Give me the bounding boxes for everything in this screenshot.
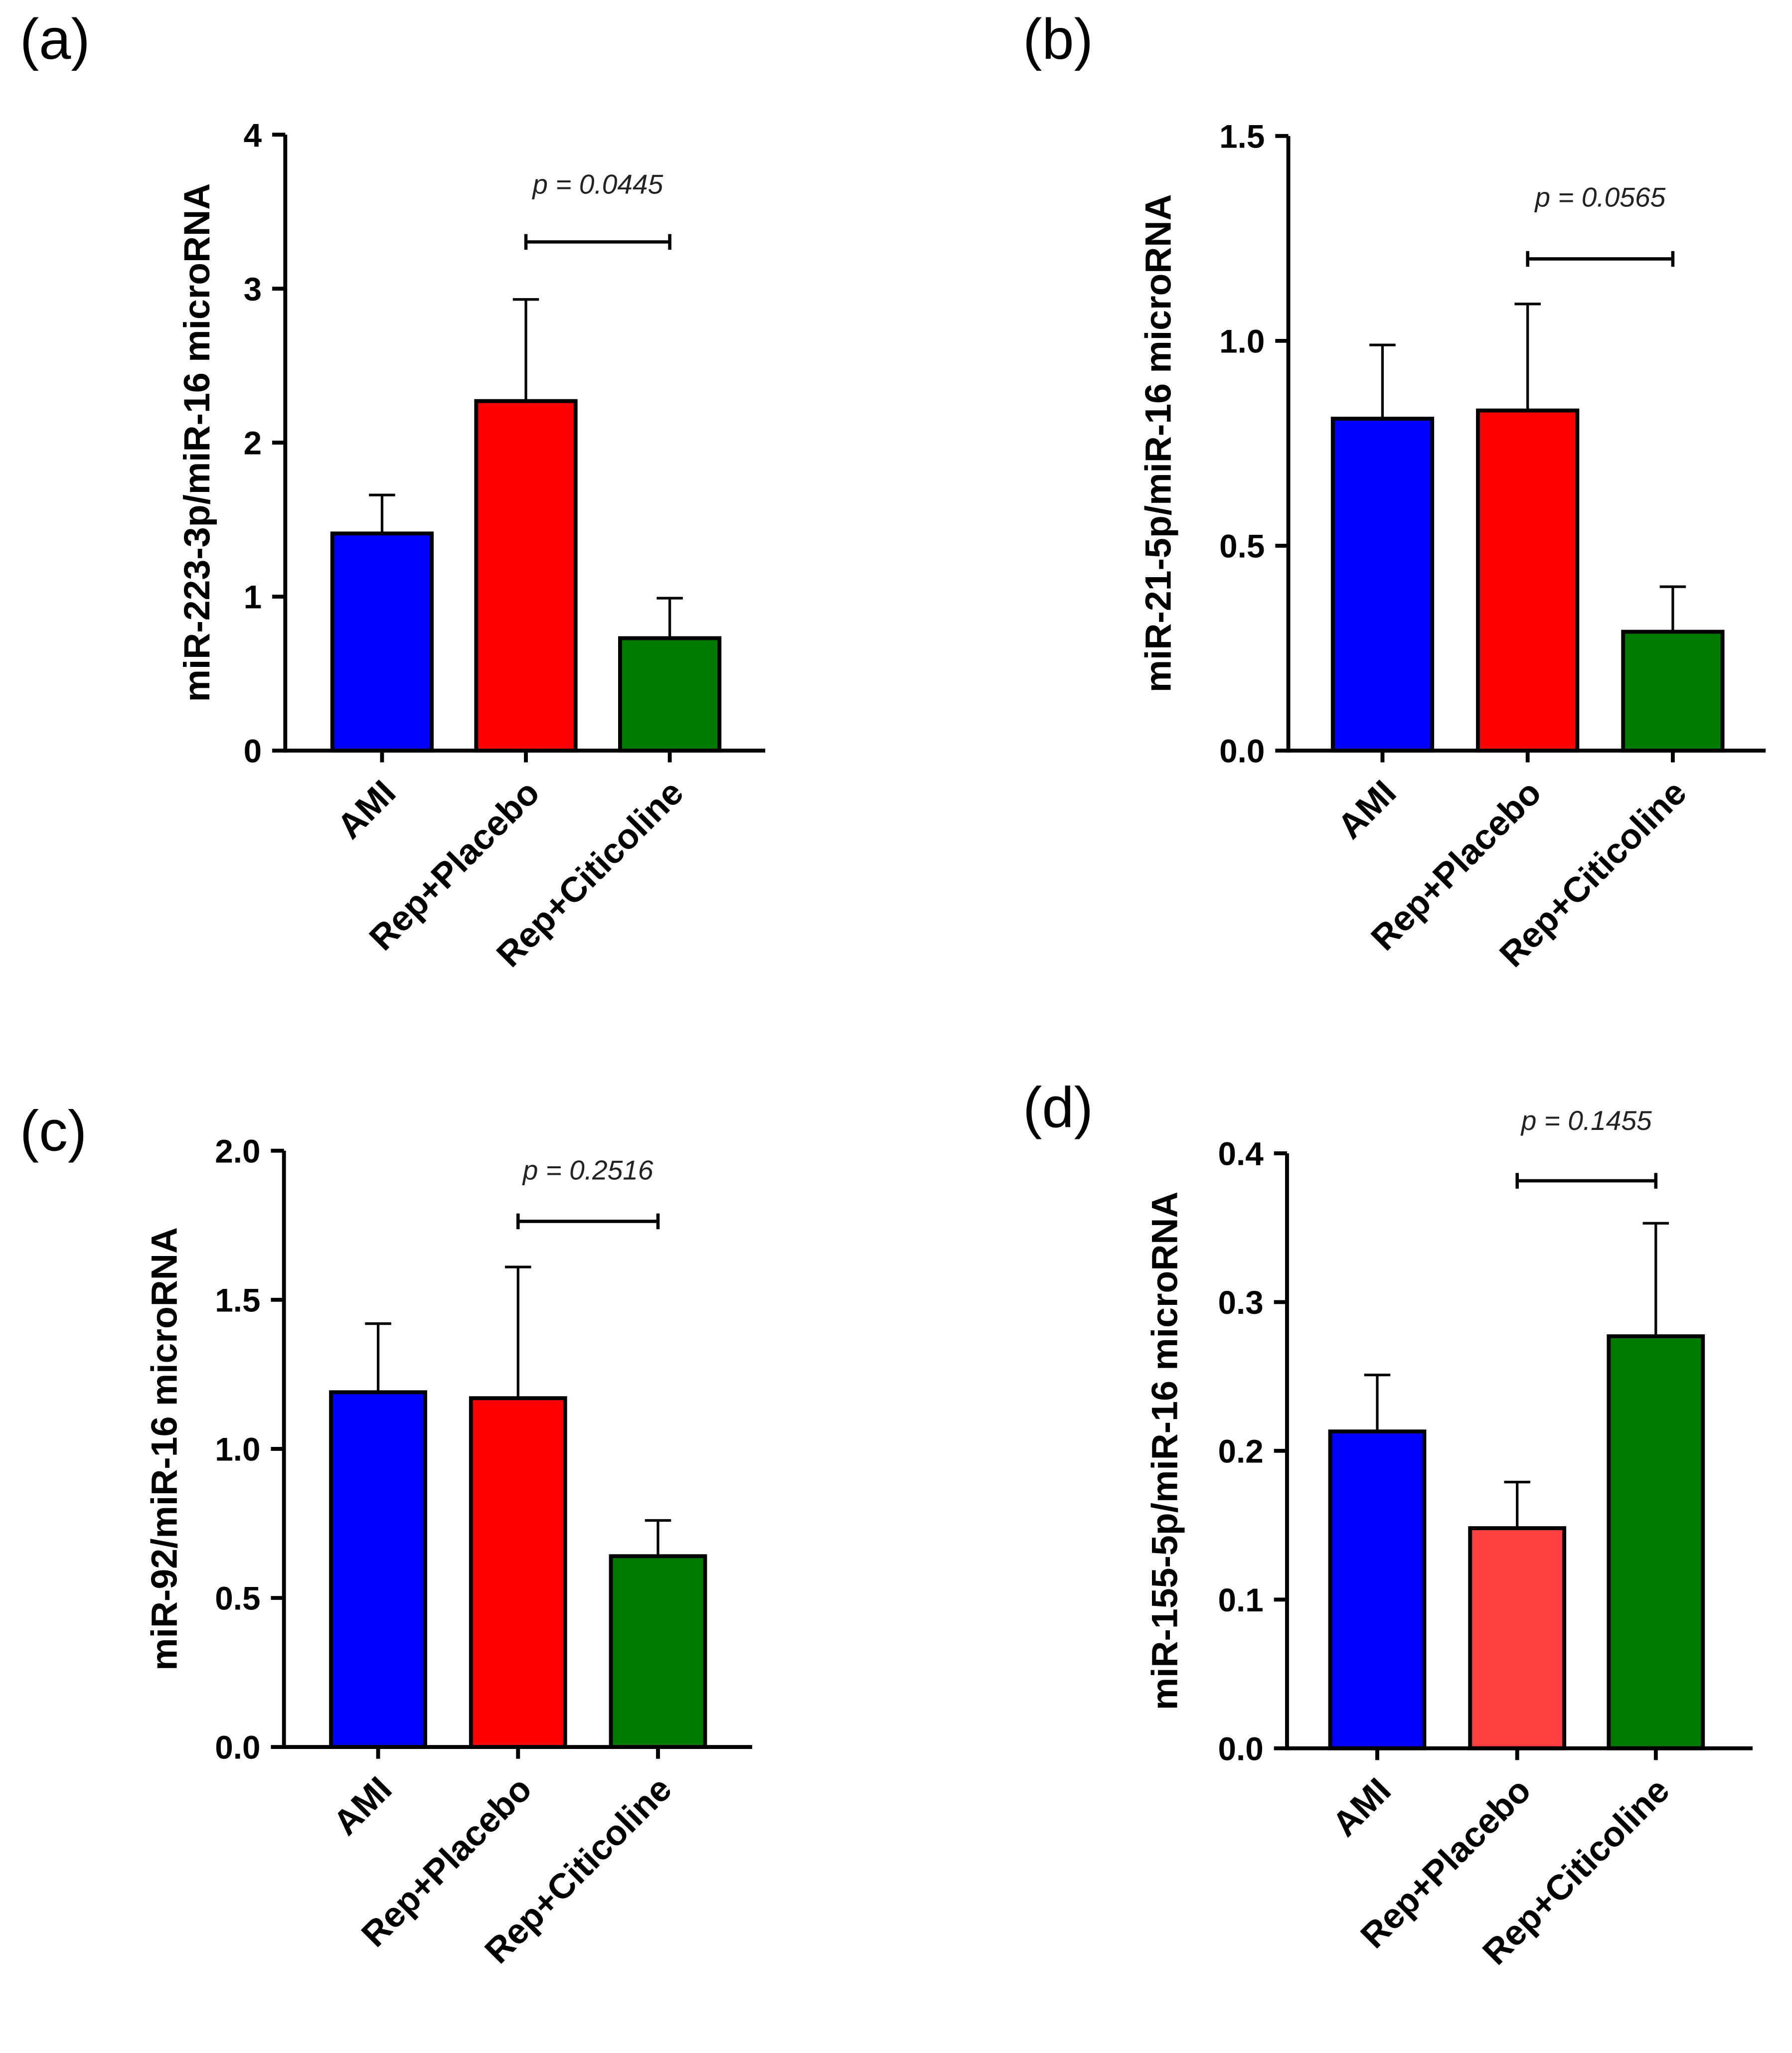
bar-rep-citicoline <box>609 1554 707 1749</box>
y-tick-label: 1.0 <box>1219 323 1265 359</box>
y-tick-label: 2.0 <box>215 1133 260 1169</box>
panel-label: (c) <box>20 1100 87 1163</box>
y-tick-label: 2 <box>244 425 262 462</box>
p-value-label: p = 0.0565 <box>1534 182 1665 213</box>
bar-rep-placebo <box>1476 408 1580 753</box>
bar-rep-placebo <box>1468 1526 1567 1750</box>
y-tick-label: 3 <box>244 271 262 308</box>
y-tick-label: 0.0 <box>1219 733 1265 770</box>
bar-ami <box>1328 1429 1427 1750</box>
y-tick-label: 0.0 <box>1218 1731 1264 1767</box>
panel-label: (d) <box>1023 1076 1093 1140</box>
y-axis-label: miR-21-5p/miR-16 microRNA <box>1138 194 1178 692</box>
panel-label: (b) <box>1023 7 1093 71</box>
p-value-label: p = 0.1455 <box>1520 1105 1652 1136</box>
bar-ami <box>330 531 434 753</box>
y-tick-label: 0 <box>244 733 262 770</box>
bar-rep-citicoline <box>1607 1334 1705 1750</box>
y-tick-label: 0.1 <box>1218 1582 1264 1618</box>
bar-ami <box>329 1390 427 1749</box>
y-tick-label: 1.5 <box>1219 118 1265 155</box>
y-tick-label: 0.5 <box>1219 528 1265 565</box>
y-tick-label: 4 <box>244 117 262 154</box>
bar-rep-citicoline <box>618 636 722 753</box>
y-axis-label: miR-155-5p/miR-16 microRNA <box>1144 1192 1185 1711</box>
x-tick-label: AMI <box>1330 773 1404 847</box>
y-tick-label: 0.4 <box>1218 1136 1264 1172</box>
y-tick-label: 0.0 <box>215 1730 260 1766</box>
y-tick-label: 0.5 <box>215 1580 260 1617</box>
panel-c: (c)AMIRep+PlaceboRep+Citicoline0.00.51.0… <box>20 1100 752 1971</box>
panel-label: (a) <box>20 7 90 71</box>
y-tick-label: 1 <box>244 579 262 616</box>
panel-d: (d)AMIRep+PlaceboRep+Citicoline0.00.10.2… <box>1023 1076 1753 1972</box>
bar-rep-placebo <box>469 1396 567 1749</box>
panel-b: (b)AMIRep+PlaceboRep+Citicoline0.00.51.0… <box>1023 7 1766 975</box>
x-tick-label: AMI <box>326 1769 400 1843</box>
x-tick-label: AMI <box>1325 1770 1399 1844</box>
y-tick-label: 1.5 <box>215 1282 260 1318</box>
y-tick-label: 0.2 <box>1218 1433 1264 1469</box>
y-tick-label: 0.3 <box>1218 1284 1264 1321</box>
bar-rep-placebo <box>474 399 578 753</box>
y-axis-label: miR-92/miR-16 microRNA <box>144 1227 185 1671</box>
y-tick-label: 1.0 <box>215 1431 260 1468</box>
p-value-label: p = 0.2516 <box>522 1154 653 1185</box>
x-tick-label: AMI <box>330 773 404 847</box>
bar-rep-citicoline <box>1621 630 1725 753</box>
p-value-label: p = 0.0445 <box>531 168 663 199</box>
y-axis-label: miR-223-3p/miR-16 microRNA <box>176 183 217 702</box>
panel-a: (a)AMIRep+PlaceboRep+Citicoline01234miR-… <box>20 7 766 975</box>
bar-ami <box>1330 417 1435 753</box>
